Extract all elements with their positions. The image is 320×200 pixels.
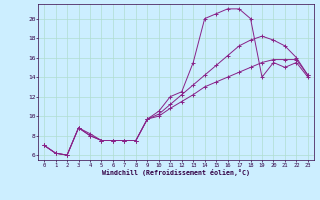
X-axis label: Windchill (Refroidissement éolien,°C): Windchill (Refroidissement éolien,°C) bbox=[102, 169, 250, 176]
